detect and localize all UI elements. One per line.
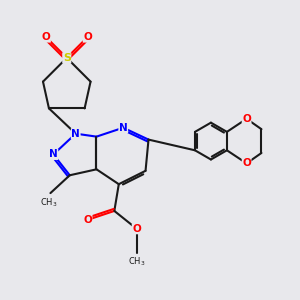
Text: CH$_3$: CH$_3$ — [128, 256, 146, 268]
Text: O: O — [242, 158, 251, 168]
Text: S: S — [63, 53, 71, 63]
Text: CH$_3$: CH$_3$ — [40, 196, 58, 208]
Text: N: N — [119, 123, 128, 133]
Text: N: N — [71, 129, 80, 139]
Text: O: O — [83, 32, 92, 42]
Text: O: O — [242, 114, 251, 124]
Text: O: O — [83, 215, 92, 225]
Text: O: O — [42, 32, 50, 42]
Text: N: N — [49, 149, 58, 160]
Text: O: O — [132, 224, 141, 234]
